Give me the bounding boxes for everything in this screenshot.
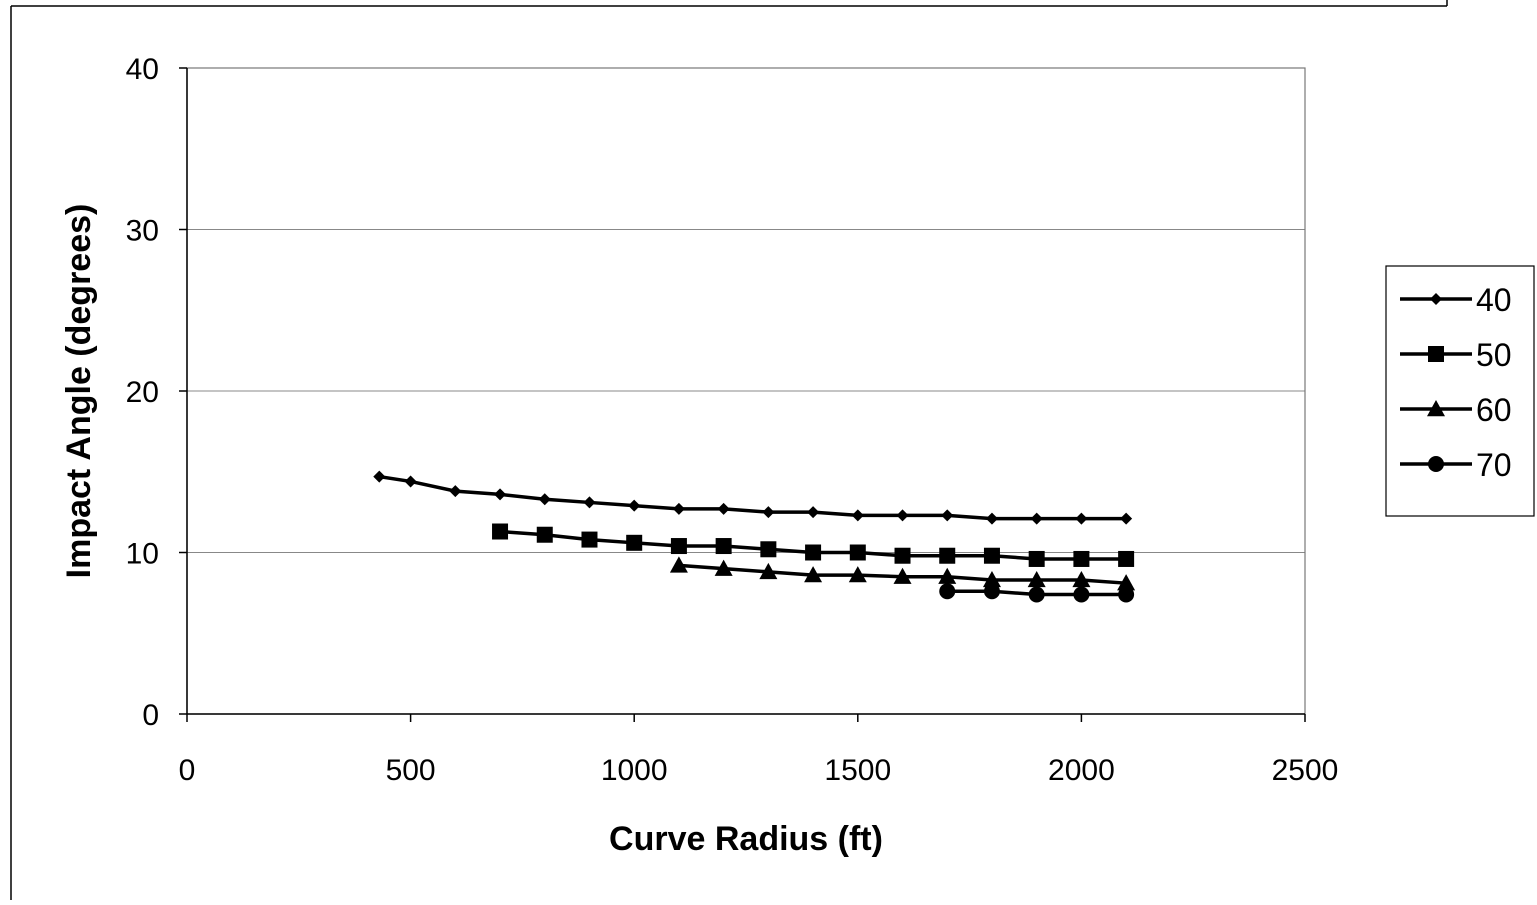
series-40-point-15	[1030, 512, 1043, 525]
series-70-point-1	[983, 583, 1000, 600]
legend-marker-60	[1427, 400, 1445, 417]
x-tick-label-500: 500	[386, 754, 436, 787]
series-70-point-3	[1073, 586, 1090, 603]
y-axis-title: Impact Angle (degrees)	[60, 204, 98, 579]
series-60-point-0	[669, 556, 688, 573]
series-40-point-16	[1075, 512, 1088, 525]
series-50-point-10	[939, 547, 956, 564]
series-40-point-1	[404, 475, 417, 488]
legend: 40 50 60 70	[1385, 265, 1535, 517]
series-50-point-1	[536, 526, 553, 543]
x-tick-label-0: 0	[179, 754, 196, 787]
series-40-point-6	[628, 499, 641, 512]
series-50-point-5	[715, 538, 732, 555]
series-40-point-5	[583, 496, 596, 509]
y-tick-label-0: 0	[142, 699, 159, 732]
legend-label-50: 50	[1476, 337, 1512, 373]
x-tick-label-2000: 2000	[1048, 754, 1115, 787]
x-tick-label-1500: 1500	[824, 754, 891, 787]
series-40-point-13	[941, 509, 954, 522]
legend-marker-40	[1430, 293, 1442, 305]
series-60-point-2	[759, 562, 778, 580]
y-tick-label-10: 10	[126, 538, 159, 571]
x-axis-title: Curve Radius (ft)	[609, 820, 883, 858]
series-40-point-2	[449, 485, 462, 498]
series-50-point-13	[1073, 550, 1090, 567]
series-40-point-8	[717, 502, 730, 515]
series-40-point-10	[807, 506, 820, 519]
series-60-point-1	[714, 559, 733, 576]
series-50-point-0	[492, 523, 509, 540]
series-40-point-9	[762, 506, 775, 519]
series-50-point-11	[983, 547, 1000, 564]
series-40-point-3	[494, 488, 507, 501]
series-50-point-12	[1028, 550, 1045, 567]
series-40-point-17	[1120, 512, 1133, 525]
series-40-point-7	[672, 502, 685, 515]
legend-label-60: 60	[1476, 392, 1512, 428]
series-40-point-12	[896, 509, 909, 522]
y-tick-label-40: 40	[126, 53, 159, 86]
legend-label-70: 70	[1476, 447, 1512, 483]
series-70-point-4	[1118, 586, 1135, 603]
series-50-point-8	[849, 544, 866, 561]
series-60-point-7	[982, 570, 1001, 588]
series-50-point-6	[760, 541, 777, 558]
legend-label-40: 40	[1476, 282, 1512, 318]
series-60-point-6	[938, 567, 957, 584]
series-60-point-10	[1117, 574, 1136, 591]
series-50-point-2	[581, 531, 598, 548]
y-tick-label-30: 30	[126, 215, 159, 248]
legend-box	[1385, 265, 1535, 517]
legend-marker-50	[1428, 346, 1444, 362]
series-50-point-3	[626, 534, 643, 551]
series-40-point-0	[373, 470, 386, 483]
series-40-point-14	[985, 512, 998, 525]
series-60-point-8	[1027, 570, 1046, 588]
series-60-point-5	[893, 567, 912, 584]
legend-marker-70	[1428, 456, 1444, 472]
series-60-point-9	[1072, 570, 1091, 588]
series-70-point-0	[939, 583, 956, 600]
series-50-point-9	[894, 547, 911, 564]
series-line-40	[379, 474, 1127, 521]
series-70-point-2	[1028, 586, 1045, 603]
series-50-point-4	[670, 538, 687, 555]
series-40-point-4	[538, 493, 551, 506]
y-tick-label-20: 20	[126, 376, 159, 409]
series-50-point-7	[805, 544, 822, 561]
series-40-point-11	[851, 509, 864, 522]
series-60-point-4	[848, 566, 867, 583]
x-tick-label-2500: 2500	[1272, 754, 1339, 787]
plot-area: 0 10 20 30 40 0 500 1000 1500 2000 2500	[126, 53, 1339, 787]
series-50-point-14	[1118, 550, 1135, 567]
series-60-point-3	[804, 566, 823, 583]
x-tick-label-1000: 1000	[601, 754, 668, 787]
